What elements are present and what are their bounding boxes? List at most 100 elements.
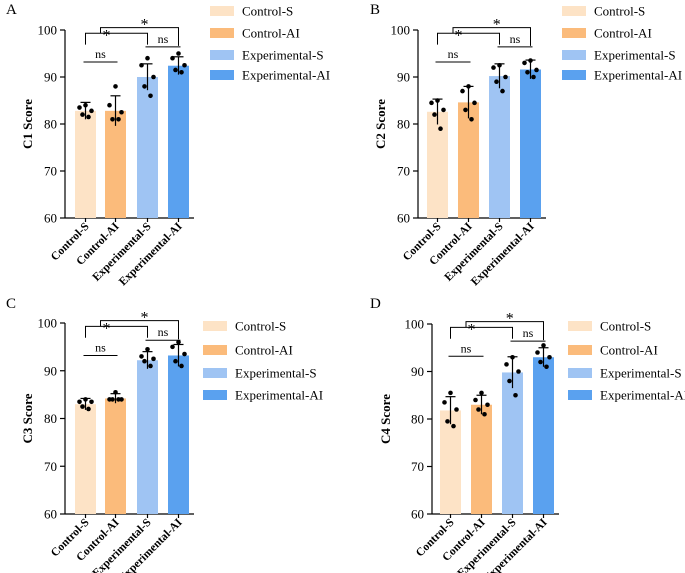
data-point [454,407,459,412]
legend-entry: Control-S [235,319,286,334]
significance-bracket [452,27,531,46]
chart-panel-c: C 60 70 80 90 100 C3 Score Control-S Control-AI E… [6,296,323,573]
bar-experimental-ai [168,355,189,514]
data-point [86,406,91,412]
data-point [89,108,94,114]
data-point [176,339,181,345]
data-point [110,117,115,122]
legend-swatch [562,50,586,60]
y-tick-label: 70 [44,459,57,474]
bar-experimental-ai [168,65,189,218]
data-point [139,62,144,68]
y-tick-label: 70 [397,164,410,179]
legend-swatch [562,70,586,80]
data-point [516,369,521,374]
bar-control-s [440,410,461,514]
data-point [173,358,178,364]
bar-control-ai [458,102,479,218]
bar-control-ai [105,110,126,218]
data-point [510,354,515,360]
legend-entry: Experimental-AI [235,388,323,403]
y-axis-title: C3 Score [20,393,35,443]
data-point [176,51,181,56]
legend-swatch [203,345,227,355]
y-tick-label: 60 [44,507,57,522]
legend-swatch [210,50,234,60]
data-point [170,344,175,350]
legend-entry: Control-AI [242,26,300,41]
legend-entry: Control-S [594,4,645,19]
data-point [86,114,91,120]
data-point [466,84,471,89]
data-point [491,65,496,70]
y-tick-label: 80 [44,117,57,132]
data-point [525,70,530,75]
data-point [142,84,147,89]
data-point [522,60,527,66]
data-point [145,55,150,61]
data-point [89,399,94,405]
data-point [482,411,487,417]
significance-label: ns [448,47,459,61]
data-point [107,102,112,108]
legend-swatch [568,321,592,331]
data-point [139,354,144,359]
y-tick-label: 60 [44,211,57,226]
data-point [538,359,543,365]
significance-bracket [450,326,513,339]
legend-swatch [210,28,234,38]
panel-label: D [370,296,381,312]
data-point [541,343,546,348]
data-point [83,102,88,108]
y-tick-label: 90 [411,364,424,379]
significance-label: * [103,320,111,337]
chart-panel-a: A 60 70 80 90 100 C1 Score Control-S Control-AI E… [6,2,330,288]
data-point [503,74,508,80]
data-point [441,107,446,113]
data-point [113,84,118,89]
legend-entry: Control-AI [594,26,652,41]
significance-label: * [506,311,514,328]
data-point [116,397,121,402]
data-point [119,109,124,115]
data-point [151,74,156,80]
data-point [528,58,533,63]
y-tick-label: 70 [411,459,424,474]
data-point [473,397,478,403]
data-point [179,363,184,369]
data-point [142,358,147,364]
data-point [432,112,437,117]
legend-swatch [210,70,234,80]
legend-swatch [562,28,586,38]
significance-label: * [455,27,463,44]
data-point [534,67,539,73]
significance-label: * [141,310,149,327]
y-axis-title: C4 Score [378,394,393,444]
legend-entry: Experimental-S [600,366,682,381]
legend-entry: Experimental-S [242,48,324,63]
data-point [83,397,88,402]
y-axis-title: C2 Score [373,99,388,149]
bar-experimental-s [502,372,523,514]
data-point [451,423,456,429]
bar-control-s [427,111,448,218]
data-point [513,392,518,398]
data-point [442,400,447,405]
data-point [145,346,150,352]
legend-swatch [568,390,592,400]
significance-label: ns [158,32,169,46]
bar-control-s [75,404,96,514]
y-tick-label: 100 [38,23,58,38]
legend-entry: Experimental-S [235,366,317,381]
data-point [80,112,85,117]
significance-label: * [141,17,149,34]
data-point [77,399,82,405]
legend-swatch [203,368,227,378]
panel-label: B [370,2,380,18]
data-point [497,62,502,68]
significance-label: ns [95,47,106,61]
y-tick-label: 100 [405,317,425,332]
data-point [113,389,118,395]
y-tick-label: 100 [391,23,411,38]
